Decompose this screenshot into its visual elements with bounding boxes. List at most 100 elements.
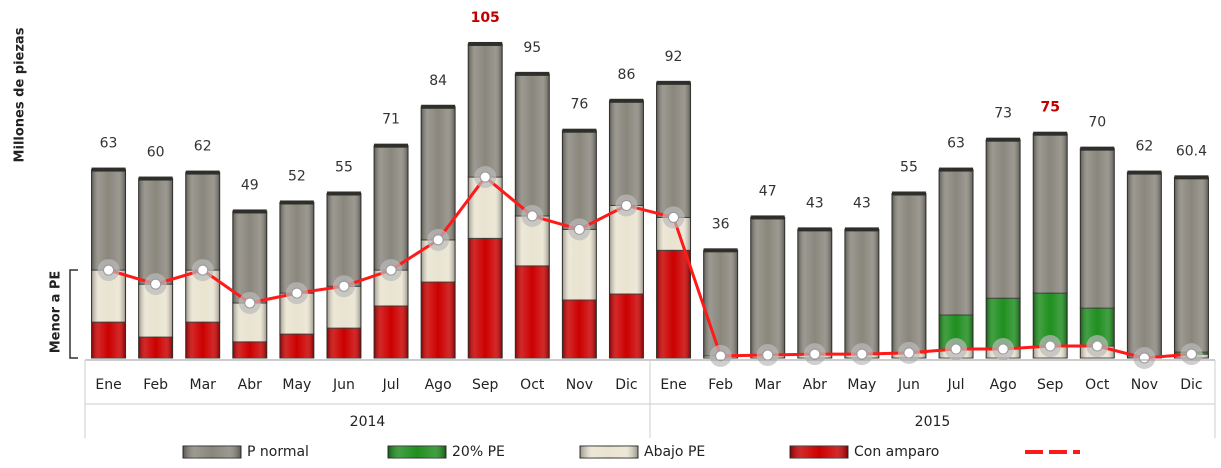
bar-cap	[986, 137, 1021, 142]
bar-shade	[609, 205, 644, 294]
x-tick-label: Ago	[425, 377, 452, 393]
total-label: 92	[665, 49, 683, 65]
total-label: 47	[759, 183, 777, 199]
total-label: 71	[382, 112, 400, 128]
bar-shade	[468, 43, 503, 178]
total-label: 105	[471, 10, 500, 26]
total-label: 62	[1135, 139, 1153, 155]
bar-shade	[1174, 177, 1209, 353]
total-label: 60	[147, 145, 165, 161]
bar-shade	[797, 229, 832, 355]
legend-label: Abajo PE	[644, 444, 705, 460]
bar-shade	[326, 328, 361, 358]
line-point	[432, 234, 444, 246]
bar-cap	[185, 170, 220, 175]
bar-cap	[656, 80, 691, 85]
legend-shade	[183, 446, 241, 458]
bar-shade	[1033, 133, 1068, 294]
line-point	[668, 211, 680, 223]
x-tick-label: Dic	[615, 377, 637, 393]
bar-shade	[562, 229, 597, 300]
total-label: 73	[994, 106, 1012, 122]
bar-shade	[91, 169, 126, 271]
line-point	[1138, 352, 1150, 364]
legend-shade	[580, 446, 638, 458]
line-series	[108, 174, 1192, 360]
x-tick-label: Feb	[708, 377, 733, 393]
legend-label: P normal	[247, 444, 309, 460]
total-label: 55	[335, 160, 353, 176]
bar-shade	[986, 139, 1021, 299]
total-label: 49	[241, 177, 259, 193]
bar-cap	[515, 71, 550, 76]
bar-cap	[703, 248, 738, 253]
total-label: 63	[947, 136, 965, 152]
bar-cap	[797, 227, 832, 232]
x-tick-label: Sep	[472, 377, 499, 393]
bar-shade	[750, 217, 785, 356]
line-point	[1044, 340, 1056, 352]
bar-cap	[326, 191, 361, 196]
bar-shade	[468, 238, 503, 358]
total-label: 55	[900, 160, 918, 176]
line-point	[1091, 340, 1103, 352]
total-label: 84	[429, 73, 447, 89]
bar-cap	[91, 167, 126, 172]
y-axis-label: Millones de piezas	[13, 27, 28, 162]
bar-cap	[562, 128, 597, 133]
legend-label: Con amparo	[854, 444, 939, 460]
x-tick-label: May	[847, 377, 876, 393]
bar-shade	[891, 193, 926, 353]
bar-shade	[562, 299, 597, 358]
bar-cap	[750, 215, 785, 220]
annotation: Menor a PE	[49, 271, 64, 354]
line-point	[950, 343, 962, 355]
bar-shade	[844, 229, 879, 355]
bar-shade	[279, 334, 314, 358]
bar-cap	[1080, 146, 1115, 151]
bar-cap	[609, 98, 644, 103]
total-label: 95	[523, 40, 541, 56]
bar-shade	[326, 193, 361, 287]
bar-cap	[1033, 131, 1068, 136]
line-point	[573, 223, 585, 235]
bar-shade	[703, 250, 738, 356]
group-label: 2014	[350, 414, 386, 430]
bar-shade	[609, 100, 644, 206]
bar-shade	[515, 73, 550, 216]
line-point	[479, 171, 491, 183]
total-label: 70	[1088, 115, 1106, 131]
bar-shade	[656, 82, 691, 218]
line-point	[1185, 348, 1197, 360]
line-point	[809, 348, 821, 360]
bar-cap	[939, 167, 974, 172]
bar-shade	[185, 172, 220, 271]
x-tick-label: Jun	[897, 377, 920, 393]
bar-cap	[232, 209, 267, 214]
bracket	[69, 269, 78, 359]
legend-shade	[388, 446, 446, 458]
bar-shade	[232, 211, 267, 303]
bar-shade	[374, 145, 409, 271]
bar-shade	[609, 293, 644, 358]
line-point	[997, 343, 1009, 355]
group-label: 2015	[915, 414, 951, 430]
line-point	[903, 347, 915, 359]
x-tick-label: Ago	[990, 377, 1017, 393]
x-tick-label: Jul	[947, 377, 965, 393]
x-tick-label: Abr	[238, 377, 262, 393]
total-label: 52	[288, 168, 306, 184]
x-tick-label: Sep	[1037, 377, 1064, 393]
line-point	[244, 297, 256, 309]
bar-shade	[232, 341, 267, 358]
line-point	[620, 199, 632, 211]
total-label: 60.4	[1176, 143, 1207, 159]
x-tick-label: Mar	[754, 377, 781, 393]
line-point	[715, 350, 727, 362]
line-point	[338, 280, 350, 292]
line-point	[856, 348, 868, 360]
x-tick-label: Oct	[520, 377, 545, 393]
x-tick-label: Feb	[143, 377, 168, 393]
line-point	[291, 287, 303, 299]
